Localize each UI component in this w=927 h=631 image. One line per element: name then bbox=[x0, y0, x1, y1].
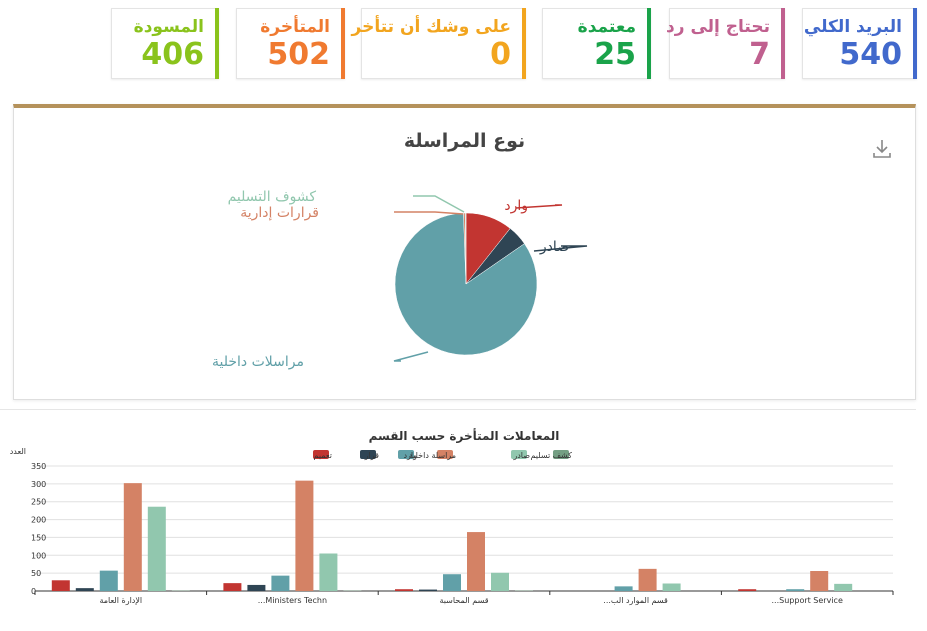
bar[interactable] bbox=[786, 589, 805, 591]
pie-slice-label: مراسلات داخلية bbox=[212, 354, 304, 370]
card-total-mail[interactable]: البريد الكلي 540 bbox=[802, 8, 917, 79]
card-label: المتأخرة bbox=[260, 17, 330, 37]
card-label: تحتاج إلى رد bbox=[666, 17, 770, 37]
card-label: معتمدة bbox=[577, 17, 636, 37]
bar-chart-title: المعاملات المتأخرة حسب القسم bbox=[369, 428, 560, 443]
bar[interactable] bbox=[419, 589, 437, 591]
y-tick-label: 0 bbox=[31, 587, 36, 596]
bar[interactable] bbox=[491, 572, 509, 591]
y-tick-label: 150 bbox=[31, 533, 46, 542]
card-accent-bar bbox=[522, 8, 526, 79]
pie-label-line bbox=[533, 245, 588, 252]
card-approved[interactable]: معتمدة 25 bbox=[542, 8, 651, 79]
card-late[interactable]: المتأخرة 502 bbox=[236, 8, 345, 79]
pie-slice-label: وارد bbox=[504, 198, 528, 214]
bar[interactable] bbox=[319, 553, 338, 592]
bar[interactable] bbox=[223, 583, 242, 591]
legend-label[interactable]: وارد bbox=[403, 451, 417, 460]
pie-chart: وارد صادر مراسلات داخلية قرارات إداريةكشوف … bbox=[212, 189, 588, 370]
card-draft[interactable]: المسودة 406 bbox=[111, 8, 219, 79]
y-tick-label: 250 bbox=[31, 498, 46, 507]
card-label: على وشك أن تتأخر bbox=[351, 17, 512, 37]
y-axis-label: العدد bbox=[10, 447, 26, 456]
y-tick-label: 300 bbox=[31, 480, 46, 489]
card-value: 540 bbox=[839, 37, 902, 72]
pie-label-line bbox=[394, 211, 464, 215]
x-tick-label: Ministers Techn... bbox=[258, 596, 327, 605]
card-needs-reply[interactable]: تحتاج إلى رد 7 bbox=[666, 8, 785, 79]
bar[interactable] bbox=[834, 583, 853, 591]
pie-slice[interactable] bbox=[394, 212, 538, 356]
bar[interactable] bbox=[123, 483, 142, 591]
bar[interactable] bbox=[395, 589, 413, 591]
y-tick-label: 200 bbox=[31, 516, 46, 525]
legend-label[interactable]: قرار bbox=[364, 451, 380, 460]
pie-label-line bbox=[393, 351, 429, 362]
x-tick-label: Support Service... bbox=[772, 596, 843, 605]
bar[interactable] bbox=[295, 480, 314, 591]
legend-swatch[interactable] bbox=[313, 450, 329, 459]
card-value: 7 bbox=[749, 37, 770, 72]
card-label: المسودة bbox=[133, 17, 204, 37]
pie-label-line bbox=[413, 195, 465, 213]
y-tick-label: 100 bbox=[31, 551, 46, 560]
legend-label[interactable]: صادر bbox=[512, 451, 530, 460]
bar[interactable] bbox=[638, 568, 657, 591]
bar[interactable] bbox=[443, 574, 461, 591]
bar[interactable] bbox=[662, 583, 681, 592]
card-label: البريد الكلي bbox=[803, 17, 902, 37]
bar[interactable] bbox=[51, 580, 70, 591]
bar[interactable] bbox=[614, 586, 633, 591]
legend-swatch[interactable] bbox=[398, 450, 414, 459]
pie-label-line bbox=[515, 204, 563, 209]
bar[interactable] bbox=[147, 506, 166, 591]
bar[interactable] bbox=[810, 571, 829, 591]
card-accent-bar bbox=[913, 8, 917, 79]
card-accent-bar bbox=[341, 8, 345, 79]
card-accent-bar bbox=[215, 8, 219, 79]
card-accent-bar bbox=[647, 8, 651, 79]
legend-label[interactable]: تعميم bbox=[314, 451, 332, 460]
pie-slice-label: كشوف التسليم bbox=[228, 189, 317, 205]
card-accent-bar bbox=[781, 8, 785, 79]
x-tick-label: قسم الموارد الب... bbox=[603, 596, 668, 605]
section-divider bbox=[0, 409, 916, 410]
legend-swatch[interactable] bbox=[437, 450, 453, 459]
bar-chart: المعاملات المتأخرة حسب القسم تعميم قرار وار… bbox=[10, 428, 894, 606]
y-tick-label: 50 bbox=[31, 569, 41, 578]
bar[interactable] bbox=[271, 575, 290, 591]
pie-chart-title: نوع المراسلة bbox=[403, 130, 526, 152]
bar[interactable] bbox=[247, 584, 266, 591]
card-almost-late[interactable]: على وشك أن تتأخر 0 bbox=[352, 8, 526, 79]
download-icon[interactable] bbox=[871, 138, 893, 160]
bar[interactable] bbox=[99, 570, 118, 591]
legend-swatch[interactable] bbox=[511, 450, 527, 459]
legend-label[interactable]: كشف تسليم bbox=[530, 451, 572, 460]
pie-slice[interactable] bbox=[464, 212, 467, 285]
card-value: 406 bbox=[141, 37, 204, 72]
legend-swatch[interactable] bbox=[360, 450, 376, 459]
pie-slice-label: قرارات إدارية bbox=[240, 205, 319, 221]
x-tick-label: الإدارة العامة bbox=[99, 596, 142, 606]
legend-label[interactable]: مراسلة داخلية bbox=[409, 451, 456, 460]
pie-chart-panel: نوع المراسلة وارد صادر مراسلات داخلية قرارا… bbox=[13, 104, 916, 400]
y-tick-label: 350 bbox=[31, 462, 46, 471]
x-tick-label: قسم المحاسبة bbox=[439, 596, 488, 605]
pie-slice-label: صادر bbox=[539, 239, 569, 255]
legend-swatch[interactable] bbox=[553, 450, 569, 459]
bar[interactable] bbox=[738, 589, 757, 591]
card-value: 0 bbox=[490, 37, 511, 72]
bar[interactable] bbox=[75, 588, 94, 591]
card-value: 25 bbox=[594, 37, 636, 72]
card-value: 502 bbox=[267, 37, 330, 72]
bar[interactable] bbox=[467, 532, 485, 591]
